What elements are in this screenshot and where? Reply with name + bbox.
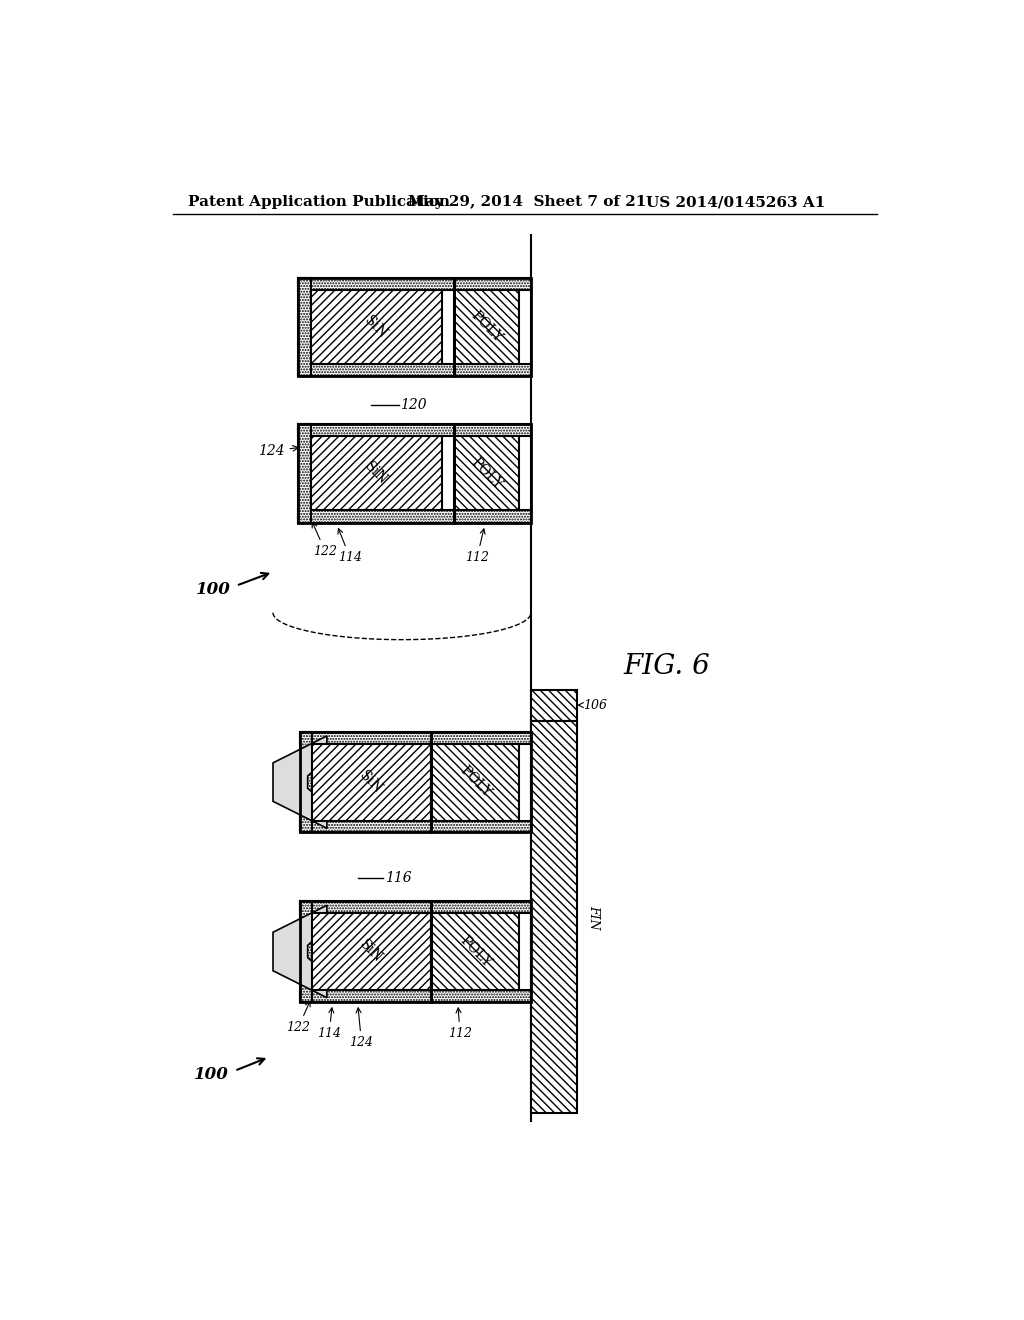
Bar bbox=[298, 277, 531, 290]
Bar bbox=[310, 437, 441, 511]
Polygon shape bbox=[273, 906, 327, 998]
Text: POLY: POLY bbox=[457, 764, 494, 800]
Text: 100: 100 bbox=[195, 1067, 229, 1084]
Bar bbox=[311, 913, 431, 990]
Bar bbox=[298, 277, 454, 376]
Bar bbox=[298, 424, 531, 437]
Text: 112: 112 bbox=[449, 1008, 472, 1040]
Bar bbox=[431, 733, 531, 832]
Text: 120: 120 bbox=[400, 397, 427, 412]
Text: FIN: FIN bbox=[588, 904, 601, 929]
Bar bbox=[454, 437, 518, 511]
Bar bbox=[300, 902, 311, 1002]
Bar bbox=[300, 733, 431, 832]
Bar bbox=[300, 902, 531, 913]
Bar bbox=[431, 902, 531, 1002]
Bar bbox=[531, 721, 578, 1113]
Text: May 29, 2014  Sheet 7 of 21: May 29, 2014 Sheet 7 of 21 bbox=[408, 195, 646, 210]
Bar bbox=[298, 277, 310, 376]
Text: 124: 124 bbox=[258, 444, 298, 458]
Bar bbox=[300, 902, 431, 1002]
Text: 114: 114 bbox=[317, 1008, 341, 1040]
Bar bbox=[298, 364, 531, 376]
Text: FIG. 6: FIG. 6 bbox=[624, 653, 710, 680]
Text: 106: 106 bbox=[578, 698, 607, 711]
Bar bbox=[454, 277, 531, 376]
Bar bbox=[454, 424, 531, 523]
Bar bbox=[300, 990, 531, 1002]
Text: 114: 114 bbox=[338, 528, 362, 564]
Text: POLY: POLY bbox=[468, 455, 505, 492]
Text: US 2014/0145263 A1: US 2014/0145263 A1 bbox=[646, 195, 825, 210]
Bar bbox=[431, 743, 519, 821]
Bar bbox=[298, 424, 310, 523]
Text: 100: 100 bbox=[196, 581, 230, 598]
Bar bbox=[300, 733, 311, 832]
Bar bbox=[310, 290, 441, 364]
Bar bbox=[454, 290, 518, 364]
Text: SiN: SiN bbox=[357, 937, 385, 966]
Bar bbox=[298, 511, 531, 523]
Text: POLY: POLY bbox=[468, 309, 505, 346]
Text: SiN: SiN bbox=[357, 768, 385, 796]
Polygon shape bbox=[273, 737, 327, 829]
Bar bbox=[431, 913, 519, 990]
Bar bbox=[298, 424, 454, 523]
Text: Patent Application Publication: Patent Application Publication bbox=[188, 195, 451, 210]
Text: 116: 116 bbox=[385, 871, 412, 886]
Bar bbox=[300, 821, 531, 832]
Bar bbox=[300, 733, 531, 743]
Text: POLY: POLY bbox=[457, 933, 494, 970]
Text: SiN: SiN bbox=[362, 313, 390, 341]
Text: 124: 124 bbox=[349, 1008, 374, 1049]
Text: 112: 112 bbox=[465, 529, 489, 564]
Text: 122: 122 bbox=[287, 1002, 310, 1034]
Bar bbox=[311, 743, 431, 821]
Text: SiN: SiN bbox=[362, 459, 390, 487]
Bar bbox=[531, 689, 578, 721]
Text: 122: 122 bbox=[312, 523, 337, 558]
